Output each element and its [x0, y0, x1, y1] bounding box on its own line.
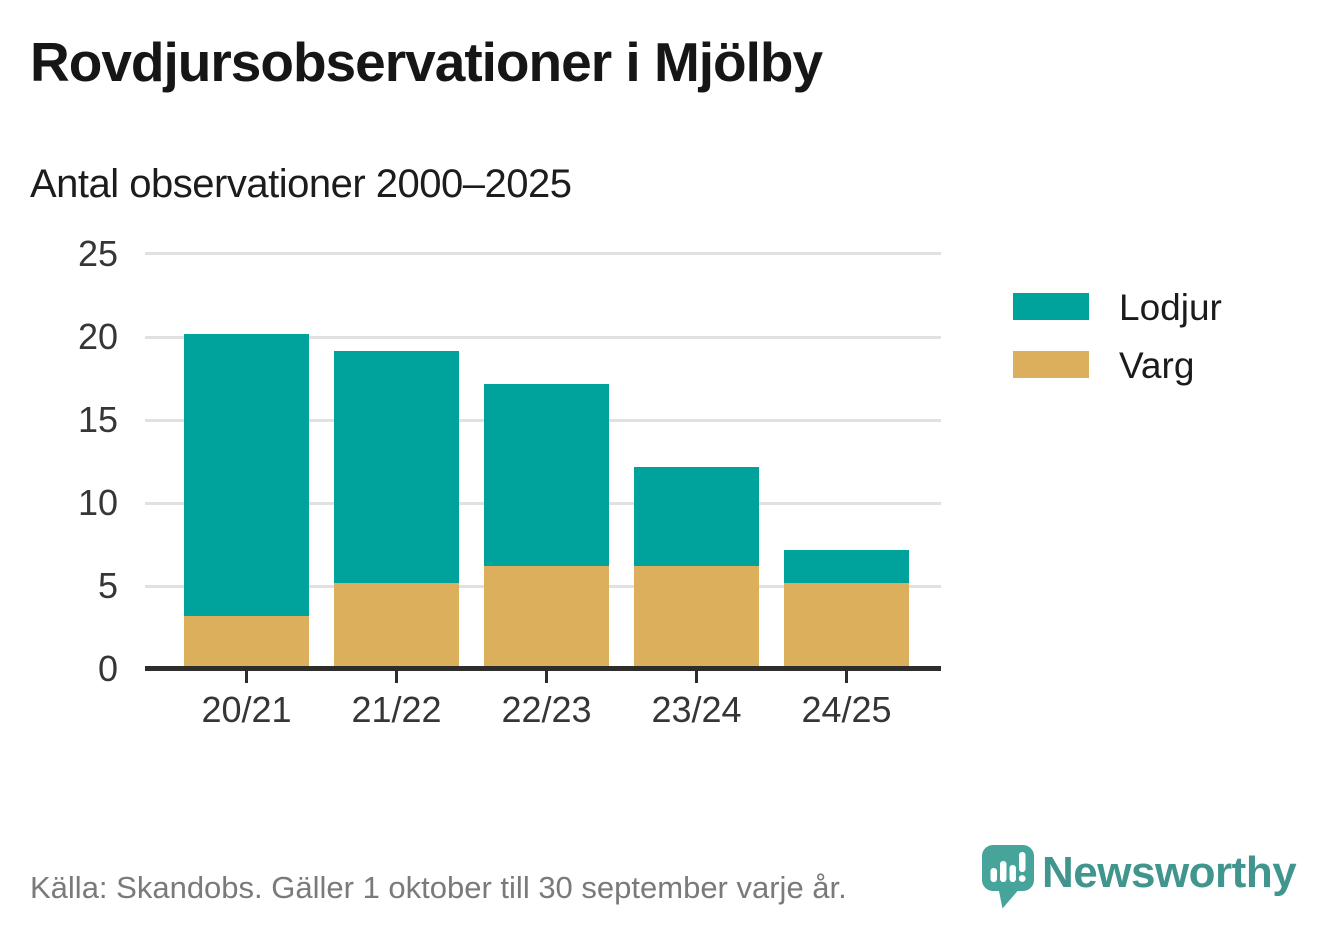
source-note: Källa: Skandobs. Gäller 1 oktober till 3…	[30, 870, 847, 905]
bar-23/24-lodjur	[634, 466, 759, 567]
y-tick-label: 5	[97, 565, 118, 606]
x-tick-20/21	[245, 671, 248, 683]
bar-20/21-lodjur	[184, 334, 309, 617]
bar-22/23-varg	[484, 566, 609, 666]
bar-21/22-varg	[334, 583, 459, 666]
brand-name: Newsworthy	[1042, 848, 1297, 897]
x-axis-line	[145, 666, 941, 671]
x-tick-label-21/22: 21/22	[351, 689, 442, 730]
newsworthy-logo-icon	[982, 845, 1034, 909]
x-tick-22/23	[545, 671, 548, 683]
x-tick-24/25	[845, 671, 848, 683]
y-tick-label: 10	[77, 482, 118, 523]
x-tick-label-23/24: 23/24	[651, 689, 742, 730]
chart-subtitle: Antal observationer 2000–2025	[30, 162, 572, 206]
chart-title: Rovdjursobservationer i Mjölby	[30, 31, 823, 93]
legend-swatch-lodjur	[1013, 293, 1089, 320]
gridline-25	[145, 252, 941, 255]
bar-24/25-lodjur	[784, 549, 909, 583]
x-tick-label-20/21: 20/21	[201, 689, 292, 730]
gridline-20	[145, 336, 941, 339]
bar-24/25-varg	[784, 583, 909, 666]
y-tick-label: 25	[77, 233, 118, 274]
bar-22/23-lodjur	[484, 383, 609, 567]
y-tick-label: 20	[77, 316, 118, 357]
x-tick-21/22	[395, 671, 398, 683]
brand-logo: Newsworthy	[982, 843, 1302, 923]
y-tick-label: 15	[77, 399, 118, 440]
bar-21/22-lodjur	[334, 350, 459, 583]
bar-20/21-varg	[184, 616, 309, 666]
x-tick-23/24	[695, 671, 698, 683]
x-tick-label-22/23: 22/23	[501, 689, 592, 730]
bar-23/24-varg	[634, 566, 759, 666]
x-tick-label-24/25: 24/25	[801, 689, 892, 730]
legend-swatch-varg	[1013, 351, 1089, 378]
legend-label-lodjur: Lodjur	[1119, 287, 1222, 328]
y-tick-label: 0	[97, 648, 118, 689]
legend-label-varg: Varg	[1119, 345, 1195, 386]
